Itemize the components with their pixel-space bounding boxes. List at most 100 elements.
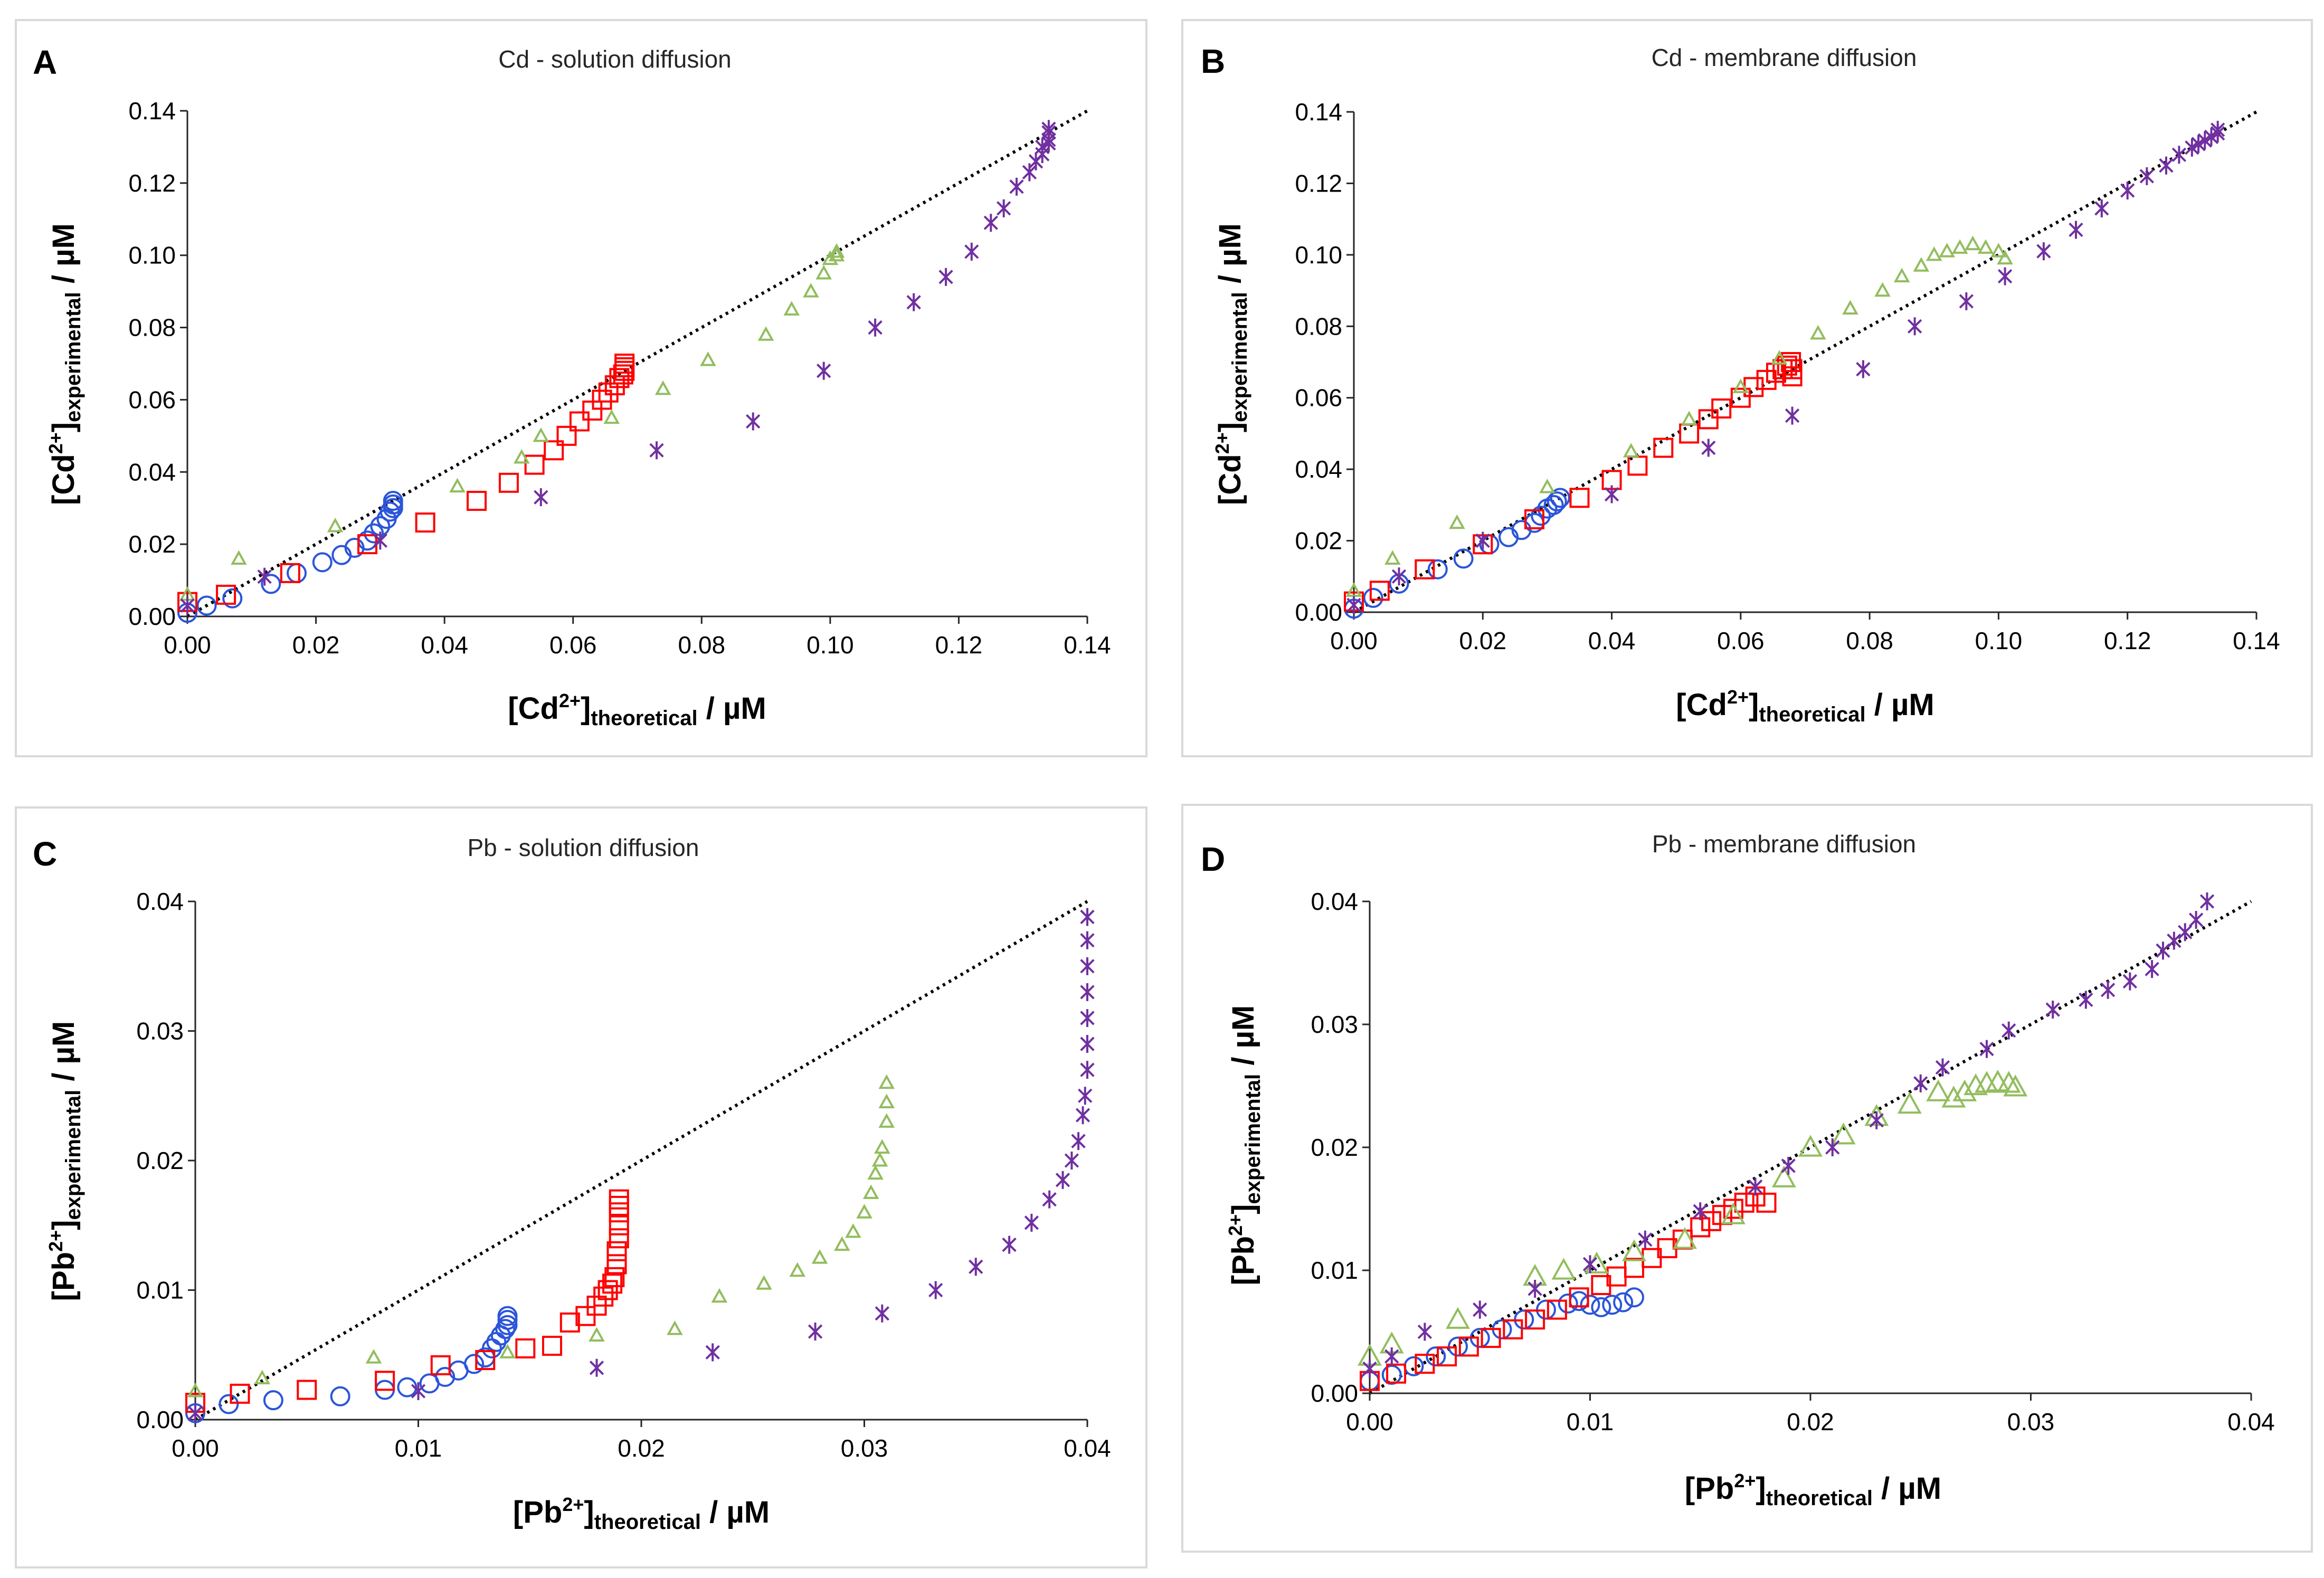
panel-b-triangle-point <box>1913 257 1930 272</box>
panel-d-square-point <box>1481 1328 1501 1348</box>
panel-a-triangle-point <box>828 246 845 262</box>
panel-d-triangle-point <box>1985 1069 2010 1092</box>
panel-d-letter: D <box>1201 840 1225 878</box>
panel-d: D Pb - membrane diffusion 0.00 0.01 0.02 0.… <box>1181 804 2313 1553</box>
panel-a-triangle-point <box>822 250 839 265</box>
panel-a-x-tick-label: 0.02 <box>292 631 340 659</box>
panel-d-y-tick-label: 0.03 <box>1311 1011 1358 1038</box>
panel-b-star-point <box>1604 485 1619 503</box>
panel-d-square-point <box>1503 1319 1523 1339</box>
panel-c-star-point <box>1002 1235 1017 1254</box>
panel-d-triangle-point <box>1941 1086 1966 1108</box>
panel-c-square-point <box>575 1306 596 1326</box>
panel-b-triangle-point <box>1842 300 1858 315</box>
panel-b-triangle-point <box>1977 239 1994 254</box>
panel-c-square-point <box>604 1267 625 1287</box>
panel-a-star-point <box>373 531 388 550</box>
panel-a-triangle-point <box>231 550 247 565</box>
panel-d-star-point <box>2100 981 2116 999</box>
panel-d-square-point <box>1547 1299 1567 1320</box>
panel-c-square-point <box>475 1350 496 1371</box>
panel-c-star-point <box>1080 908 1095 926</box>
panel-b-x-tick-label: 0.08 <box>1846 627 1893 654</box>
panel-c-star-point <box>808 1323 823 1341</box>
panel-a-series-star <box>180 120 1056 615</box>
panel-d-star-point <box>2122 972 2138 991</box>
panel-b-star-point <box>2159 156 2174 175</box>
panel-d-star-point <box>2188 910 2204 929</box>
panel-a-square-point <box>524 454 545 475</box>
panel-c-x-tick-label: 0.00 <box>172 1434 219 1462</box>
panel-b-letter: B <box>1201 42 1225 80</box>
panel-d-star-point <box>1781 1156 1796 1175</box>
panel-b-triangle-point <box>1951 239 1968 254</box>
panel-b-x-tick-label: 0.00 <box>1330 627 1378 654</box>
panel-d-triangle-point <box>1771 1165 1796 1187</box>
panel-c-circle-point <box>497 1306 518 1326</box>
panel-c-star-point <box>1055 1171 1070 1189</box>
panel-a-star-point <box>1009 177 1024 196</box>
panel-c-square-point <box>609 1189 629 1210</box>
panel-c-x-tick-label: 0.02 <box>618 1434 665 1462</box>
panel-a-triangle-point <box>815 264 832 280</box>
panel-c-triangle-point <box>878 1113 895 1128</box>
panel-d-frame <box>1181 804 2313 1553</box>
panel-c-star-point <box>188 1404 203 1422</box>
panel-d-square-point <box>1723 1199 1743 1219</box>
panel-b-square-point <box>1524 509 1544 529</box>
panel-a: A Cd - solution diffusion 0.00 0.02 0.04 0.… <box>15 19 1147 757</box>
panel-d-y-tick-label: 0.01 <box>1311 1257 1358 1284</box>
panel-a-triangle-point <box>327 517 344 533</box>
panel-d-circle-point <box>1426 1346 1446 1367</box>
panel-c-triangle-point <box>845 1223 861 1238</box>
panel-c-series-star <box>188 908 1095 1422</box>
panel-d-star-point <box>1979 1040 1994 1058</box>
panel-c-triangle-point <box>667 1320 683 1335</box>
panel-b-x-tick-label: 0.14 <box>2233 627 2280 654</box>
panel-a-y-tick-label: 0.10 <box>128 242 176 269</box>
panel-a-series-square <box>177 354 635 612</box>
panel-c-star-point <box>1080 1061 1095 1079</box>
panel-a-x-tick-label: 0.08 <box>678 631 726 659</box>
panel-a-y-tick-label: 0.00 <box>128 603 176 630</box>
panel-d-star-point <box>1913 1074 1928 1092</box>
panel-c-star-point <box>1064 1152 1079 1170</box>
panel-d-triangle-point <box>1926 1079 1951 1101</box>
panel-a-circle-point <box>312 552 333 573</box>
panel-a-y-tick-label: 0.04 <box>128 458 176 486</box>
panel-d-triangle-point <box>1446 1307 1470 1329</box>
panel-a-series-circle <box>177 491 403 623</box>
panel-b-x-tick-label: 0.02 <box>1459 627 1507 654</box>
panel-a-circle-point <box>196 595 217 616</box>
panel-c-star-point <box>589 1358 604 1377</box>
panel-c-star-point <box>875 1304 889 1323</box>
panel-b-triangle-point <box>1345 582 1362 597</box>
panel-b-star-point <box>1475 531 1490 550</box>
panel-c-square-point <box>375 1371 395 1391</box>
panel-a-square-point <box>569 411 590 432</box>
panel-a-square-point <box>544 440 564 461</box>
panel-d-circle-point <box>1558 1293 1578 1314</box>
panel-c-triangle-point <box>711 1288 728 1303</box>
panel-a-square-point <box>498 472 519 493</box>
panel-c-circle-point <box>495 1319 516 1339</box>
panel-b-triangle-point <box>1965 235 1981 251</box>
panel-a-square-point <box>598 382 619 403</box>
panel-a-y-tick-label: 0.08 <box>128 314 176 341</box>
panel-a-series <box>177 120 1056 623</box>
panel-c-star-point <box>1080 931 1095 949</box>
panel-d-y-tick-label: 0.04 <box>1311 888 1358 915</box>
panel-d-square-point <box>1569 1287 1589 1308</box>
panel-c-triangle-point <box>254 1370 271 1384</box>
panel-a-square-point <box>280 563 300 583</box>
panel-b: B Cd - membrane diffusion 0.00 0.02 0.04 0.… <box>1181 19 2313 757</box>
panel-b-circle-point <box>1453 548 1474 569</box>
panel-d-star-point <box>1748 1177 1763 1196</box>
panel-c-star-point <box>411 1382 426 1400</box>
panel-b-circle-point <box>1531 506 1551 526</box>
panel-b-circle-point <box>1543 495 1564 515</box>
panel-d-star-point <box>1582 1255 1598 1273</box>
panel-a-triangle-point <box>828 243 845 258</box>
panel-d-x-tick-label: 0.02 <box>1787 1408 1834 1436</box>
panel-a-frame <box>15 19 1147 757</box>
